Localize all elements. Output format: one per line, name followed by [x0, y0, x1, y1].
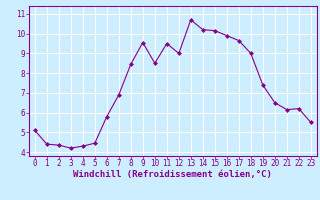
X-axis label: Windchill (Refroidissement éolien,°C): Windchill (Refroidissement éolien,°C)	[73, 170, 272, 179]
